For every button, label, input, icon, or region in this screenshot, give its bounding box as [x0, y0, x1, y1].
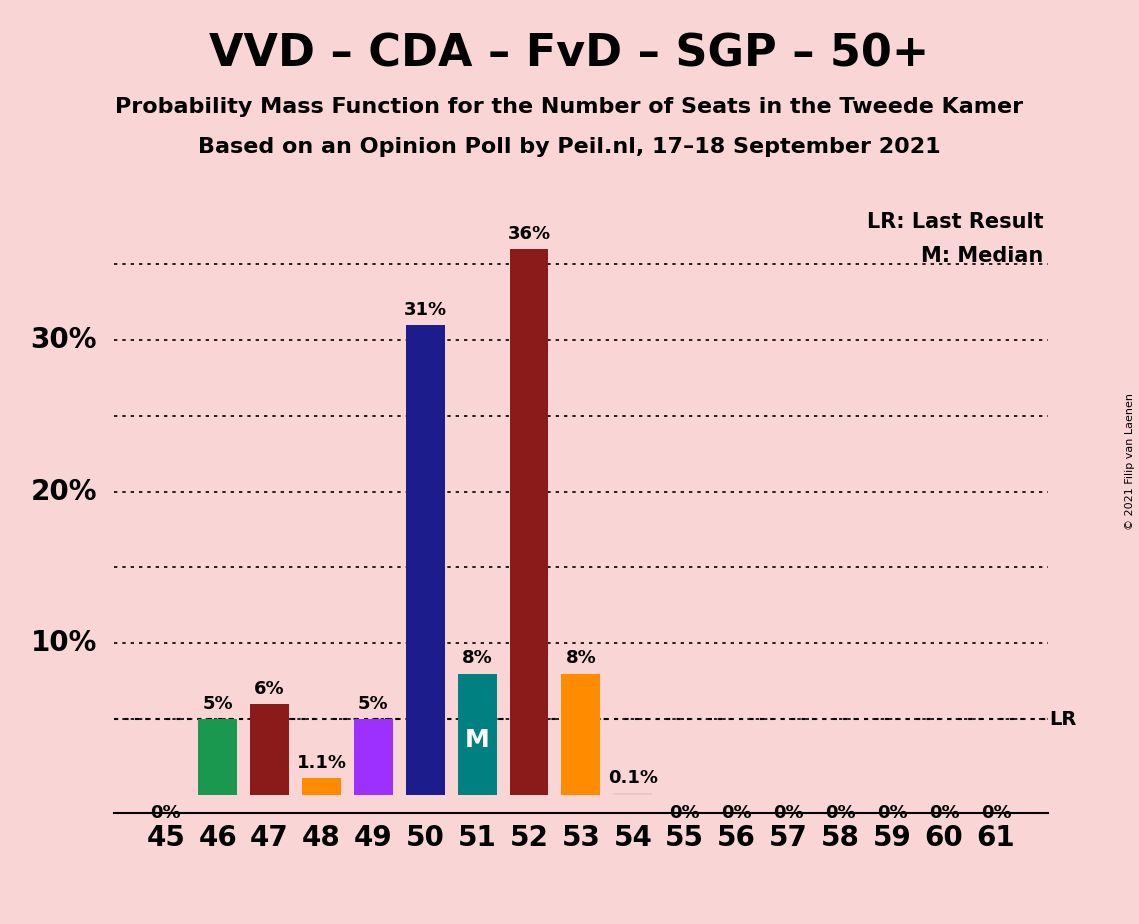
Text: 1.1%: 1.1%	[296, 754, 346, 772]
Text: 5%: 5%	[358, 695, 388, 713]
Text: LR: Last Result: LR: Last Result	[867, 213, 1043, 233]
Text: VVD – CDA – FvD – SGP – 50+: VVD – CDA – FvD – SGP – 50+	[210, 32, 929, 76]
Text: 10%: 10%	[31, 629, 97, 657]
Text: 0%: 0%	[825, 804, 855, 822]
Text: 5%: 5%	[203, 695, 233, 713]
Text: 0%: 0%	[721, 804, 752, 822]
Bar	[562, 674, 600, 795]
Bar	[613, 794, 653, 795]
Text: 0%: 0%	[981, 804, 1011, 822]
Text: 0.1%: 0.1%	[608, 770, 658, 787]
Text: 30%: 30%	[31, 326, 97, 354]
Text: © 2021 Filip van Laenen: © 2021 Filip van Laenen	[1125, 394, 1134, 530]
Bar	[509, 249, 549, 795]
Text: 36%: 36%	[508, 225, 550, 243]
Text: 0%: 0%	[150, 804, 181, 822]
Text: Probability Mass Function for the Number of Seats in the Tweede Kamer: Probability Mass Function for the Number…	[115, 97, 1024, 117]
Text: LR: LR	[1050, 710, 1077, 728]
Text: 0%: 0%	[877, 804, 908, 822]
Text: 8%: 8%	[461, 650, 492, 667]
Text: 20%: 20%	[31, 478, 97, 505]
Bar	[405, 324, 444, 795]
Text: M: M	[465, 728, 490, 752]
Bar	[302, 778, 341, 795]
Text: M: Median: M: Median	[921, 246, 1043, 266]
Text: 8%: 8%	[566, 650, 596, 667]
Bar	[354, 719, 393, 795]
Text: 31%: 31%	[403, 300, 446, 319]
Text: Based on an Opinion Poll by Peil.nl, 17–18 September 2021: Based on an Opinion Poll by Peil.nl, 17–…	[198, 137, 941, 157]
Text: 6%: 6%	[254, 680, 285, 698]
Text: 0%: 0%	[773, 804, 804, 822]
Bar	[458, 674, 497, 795]
Text: 0%: 0%	[928, 804, 959, 822]
Bar	[251, 704, 289, 795]
Bar	[198, 719, 237, 795]
Text: 0%: 0%	[670, 804, 700, 822]
